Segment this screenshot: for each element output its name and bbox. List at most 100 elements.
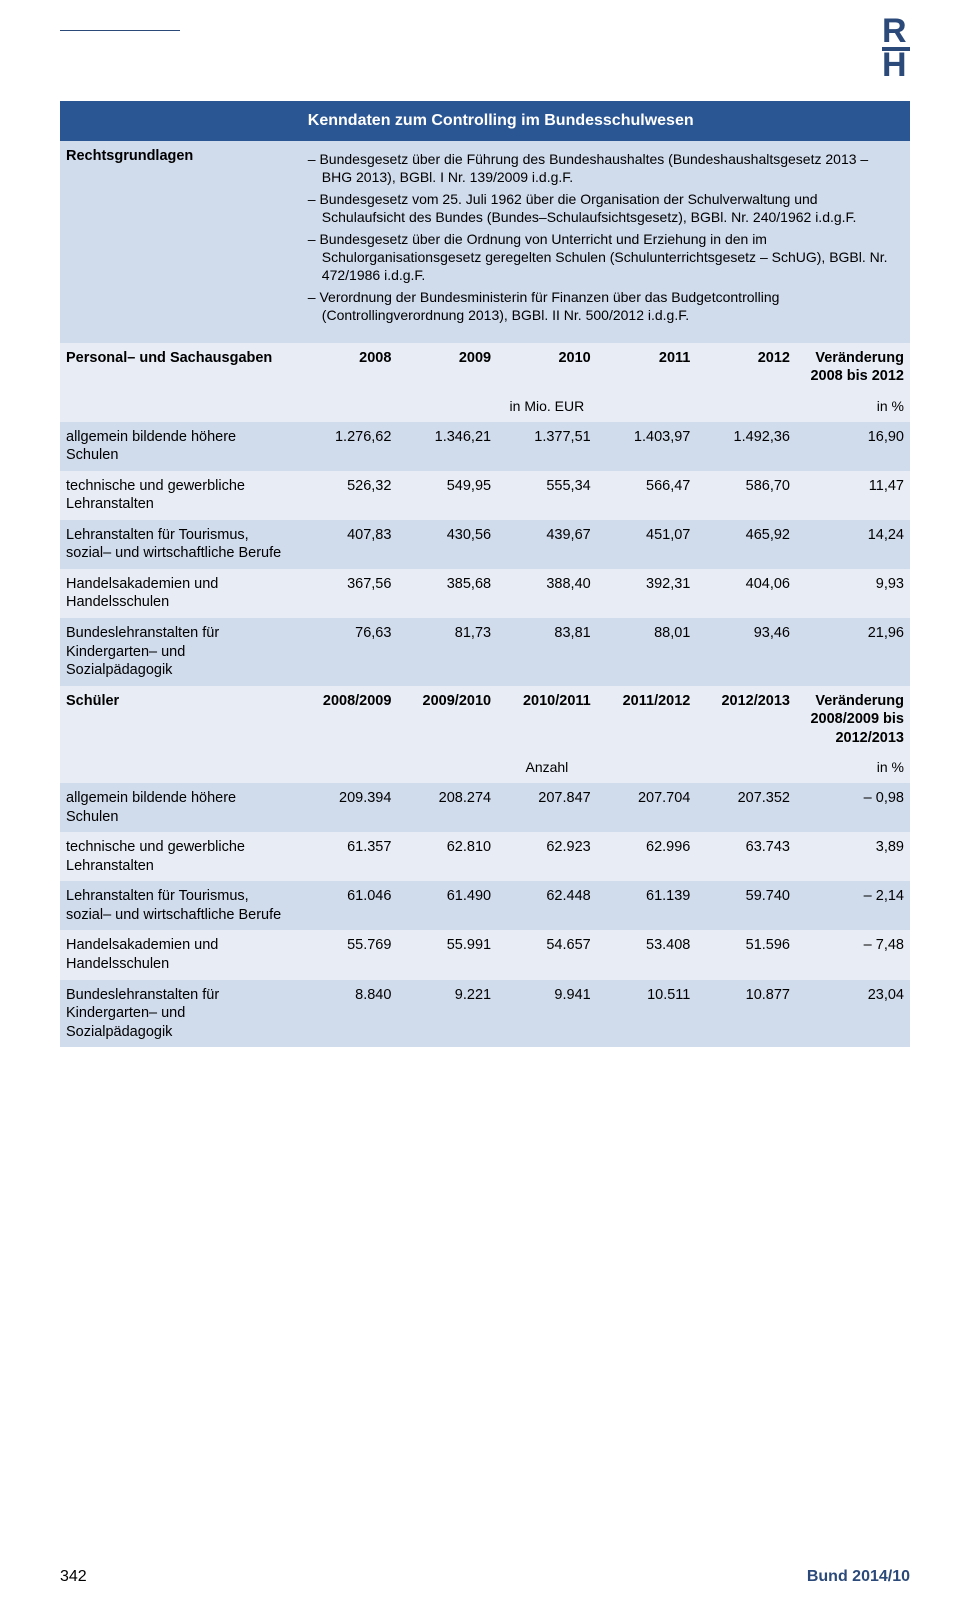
cell-change: 14,24: [796, 520, 910, 569]
section1-units: in Mio. EUR in %: [60, 392, 910, 422]
cell: 9.221: [397, 980, 497, 1048]
cell: 207.847: [497, 783, 597, 832]
cell: 451,07: [597, 520, 697, 569]
cell: 1.492,36: [696, 422, 796, 471]
publication-ref: Bund 2014/10: [807, 1568, 910, 1586]
unit-spacer: [60, 753, 298, 783]
col-change: Veränderung 2008/2009 bis 2012/2013: [796, 686, 910, 754]
row-label: Lehranstalten für Tourismus, sozial– und…: [60, 520, 298, 569]
col-year: 2012: [696, 343, 796, 392]
row-label: allgemein bildende höhere Schulen: [60, 422, 298, 471]
cell-change: 16,90: [796, 422, 910, 471]
col-year: 2010/2011: [497, 686, 597, 754]
section2-header: Schüler 2008/2009 2009/2010 2010/2011 20…: [60, 686, 910, 754]
cell: 59.740: [696, 881, 796, 930]
legal-item: – Bundesgesetz über die Führung des Bund…: [308, 151, 900, 187]
cell: 62.996: [597, 832, 697, 881]
logo-r: R: [882, 18, 910, 45]
cell: 61.046: [298, 881, 398, 930]
row-label: technische und gewerbliche Lehranstalten: [60, 832, 298, 881]
cell-change: – 2,14: [796, 881, 910, 930]
main-table: Kenndaten zum Controlling im Bundesschul…: [60, 101, 910, 1047]
cell: 367,56: [298, 569, 398, 618]
page-number: 342: [60, 1568, 87, 1586]
cell: 62.810: [397, 832, 497, 881]
cell-change: 11,47: [796, 471, 910, 520]
col-year: 2011/2012: [597, 686, 697, 754]
cell: 63.743: [696, 832, 796, 881]
cell: 62.923: [497, 832, 597, 881]
legal-items: – Bundesgesetz über die Führung des Bund…: [298, 141, 910, 342]
cell: 61.490: [397, 881, 497, 930]
cell: 83,81: [497, 618, 597, 686]
cell: 207.352: [696, 783, 796, 832]
cell: 9.941: [497, 980, 597, 1048]
section2-units: Anzahl in %: [60, 753, 910, 783]
cell-change: – 7,48: [796, 930, 910, 979]
footer: 342 Bund 2014/10: [60, 1568, 910, 1586]
cell: 555,34: [497, 471, 597, 520]
cell: 93,46: [696, 618, 796, 686]
row-label: Handelsakademien und Handelsschulen: [60, 569, 298, 618]
cell: 1.346,21: [397, 422, 497, 471]
cell: 81,73: [397, 618, 497, 686]
cell: 1.377,51: [497, 422, 597, 471]
cell: 385,68: [397, 569, 497, 618]
rh-logo: R H: [882, 18, 910, 78]
section1-header: Personal– und Sachausgaben 2008 2009 201…: [60, 343, 910, 392]
cell: 55.769: [298, 930, 398, 979]
col-year: 2008: [298, 343, 398, 392]
legal-item: – Bundesgesetz vom 25. Juli 1962 über di…: [308, 191, 900, 227]
legal-item: – Verordnung der Bundesministerin für Fi…: [308, 289, 900, 325]
cell: 10.877: [696, 980, 796, 1048]
table-row: Lehranstalten für Tourismus, sozial– und…: [60, 520, 910, 569]
cell-change: 23,04: [796, 980, 910, 1048]
unit-left: in Mio. EUR: [298, 392, 796, 422]
cell: 55.991: [397, 930, 497, 979]
cell: 549,95: [397, 471, 497, 520]
cell: 88,01: [597, 618, 697, 686]
cell: 439,67: [497, 520, 597, 569]
row-label: Bundeslehranstalten für Kindergarten– un…: [60, 980, 298, 1048]
cell: 76,63: [298, 618, 398, 686]
row-label: Lehranstalten für Tourismus, sozial– und…: [60, 881, 298, 930]
table-row: allgemein bildende höhere Schulen 209.39…: [60, 783, 910, 832]
cell: 1.403,97: [597, 422, 697, 471]
cell: 62.448: [497, 881, 597, 930]
title-row: Kenndaten zum Controlling im Bundesschul…: [60, 101, 910, 141]
top-rule: [60, 30, 180, 31]
cell: 430,56: [397, 520, 497, 569]
title-text: Kenndaten zum Controlling im Bundesschul…: [298, 101, 910, 141]
legal-item: – Bundesgesetz über die Ordnung von Unte…: [308, 231, 900, 285]
logo-h: H: [882, 52, 910, 79]
cell: 53.408: [597, 930, 697, 979]
table-row: Bundeslehranstalten für Kindergarten– un…: [60, 618, 910, 686]
table-row: Lehranstalten für Tourismus, sozial– und…: [60, 881, 910, 930]
row-label: technische und gewerbliche Lehranstalten: [60, 471, 298, 520]
cell-change: 9,93: [796, 569, 910, 618]
title-spacer: [60, 101, 298, 141]
cell-change: 21,96: [796, 618, 910, 686]
col-year: 2009: [397, 343, 497, 392]
section1-label: Personal– und Sachausgaben: [60, 343, 298, 392]
col-year: 2008/2009: [298, 686, 398, 754]
col-year: 2012/2013: [696, 686, 796, 754]
col-year: 2011: [597, 343, 697, 392]
cell: 61.139: [597, 881, 697, 930]
unit-spacer: [60, 392, 298, 422]
row-label: allgemein bildende höhere Schulen: [60, 783, 298, 832]
table-row: technische und gewerbliche Lehranstalten…: [60, 832, 910, 881]
row-label: Handelsakademien und Handelsschulen: [60, 930, 298, 979]
cell: 526,32: [298, 471, 398, 520]
cell: 586,70: [696, 471, 796, 520]
cell: 208.274: [397, 783, 497, 832]
cell: 10.511: [597, 980, 697, 1048]
cell-change: 3,89: [796, 832, 910, 881]
table-row: Handelsakademien und Handelsschulen 55.7…: [60, 930, 910, 979]
cell: 51.596: [696, 930, 796, 979]
cell: 207.704: [597, 783, 697, 832]
cell: 404,06: [696, 569, 796, 618]
row-label: Bundeslehranstalten für Kindergarten– un…: [60, 618, 298, 686]
cell: 1.276,62: [298, 422, 398, 471]
section2-label: Schüler: [60, 686, 298, 754]
